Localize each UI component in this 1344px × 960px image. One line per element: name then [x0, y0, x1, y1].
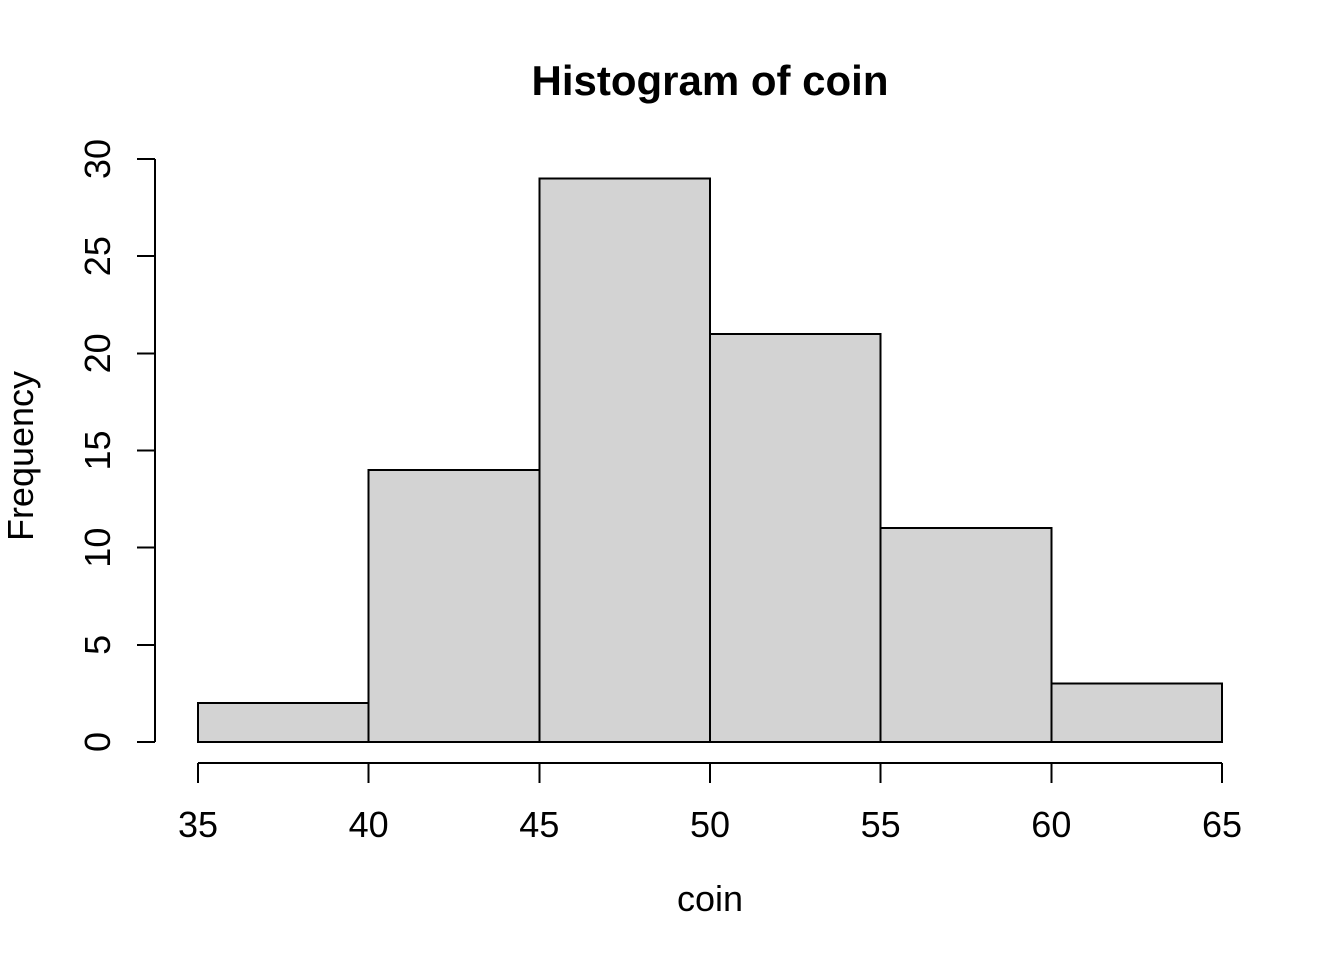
x-tick-label: 35: [178, 804, 218, 845]
y-tick-label: 10: [77, 528, 118, 568]
x-tick-label: 45: [519, 804, 559, 845]
x-tick-label: 65: [1202, 804, 1242, 845]
histogram-bar: [879, 527, 1053, 744]
y-axis-title: Frequency: [0, 371, 41, 541]
histogram-bar: [197, 702, 370, 743]
y-tick-label: 25: [77, 236, 118, 276]
x-tick-label: 50: [690, 804, 730, 845]
y-tick-label: 0: [77, 732, 118, 752]
x-tick-label: 60: [1031, 804, 1071, 845]
histogram-bar: [538, 177, 711, 743]
x-tick-label: 40: [349, 804, 389, 845]
x-axis-title: coin: [677, 878, 743, 919]
x-axis: 35 40 45 50 55 60 65: [178, 762, 1242, 845]
histogram-bar: [1050, 682, 1224, 744]
y-tick-label: 15: [77, 430, 118, 470]
x-tick-label: 55: [861, 804, 901, 845]
bars-group: [197, 177, 1224, 744]
y-axis: 0 5 10 15 20 25 30: [77, 139, 156, 752]
histogram-bar: [367, 468, 541, 743]
y-tick-label: 30: [77, 139, 118, 179]
y-tick-label: 5: [77, 635, 118, 655]
y-tick-label: 20: [77, 333, 118, 373]
chart-title: Histogram of coin: [531, 57, 888, 104]
histogram-bar: [709, 332, 882, 743]
